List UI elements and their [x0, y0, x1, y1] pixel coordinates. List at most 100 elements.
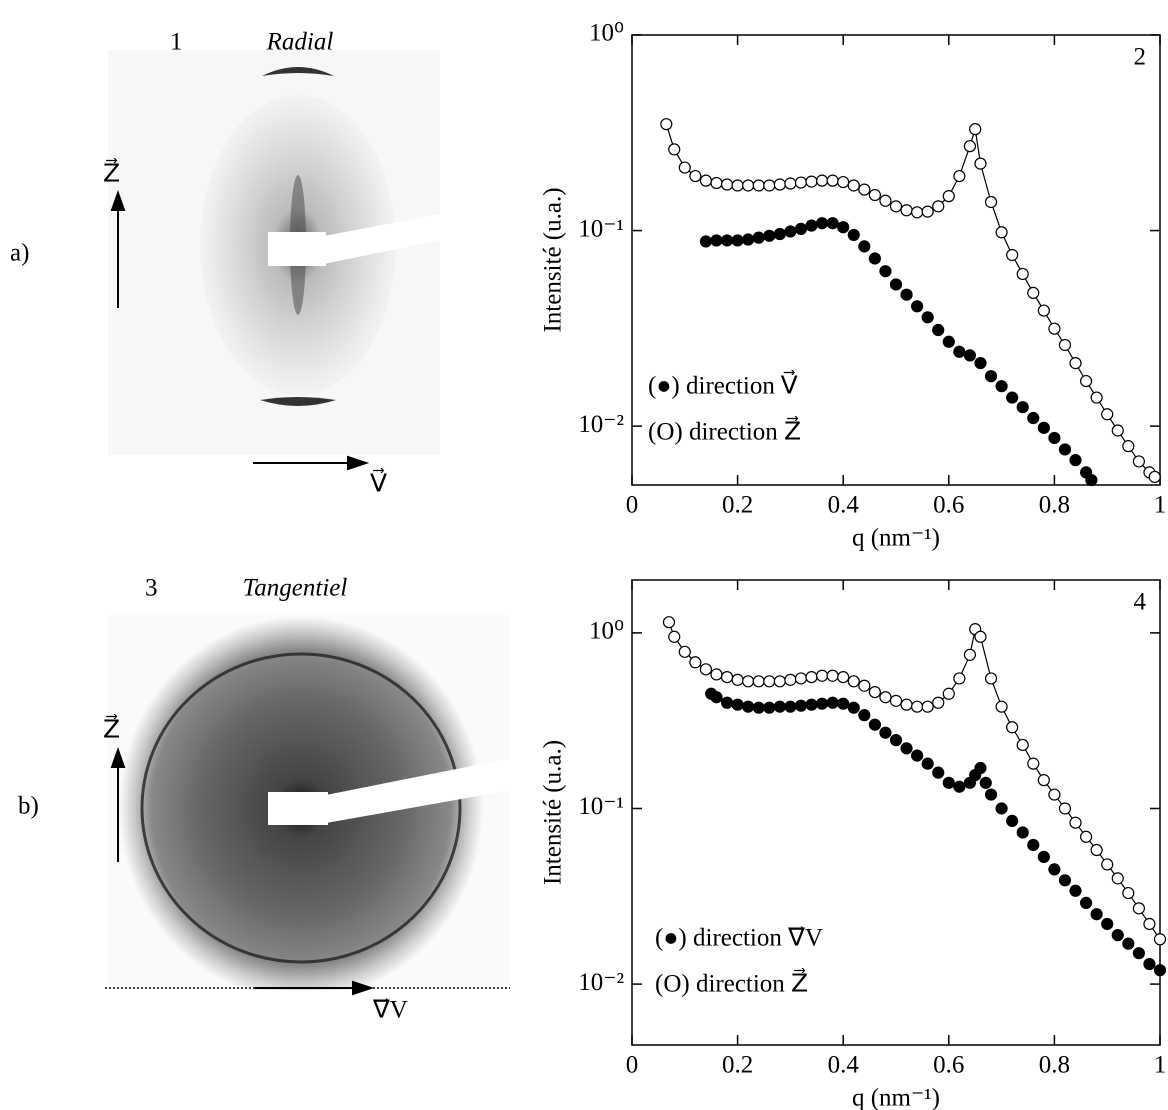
data-point [1006, 814, 1019, 827]
y-axis-label: Intensité (u.a.) [540, 187, 567, 332]
data-point [689, 169, 702, 183]
data-point [1058, 338, 1072, 352]
data-point [710, 234, 723, 247]
data-point [932, 323, 945, 337]
data-point [710, 668, 723, 681]
data-point [1048, 322, 1061, 335]
data-point [868, 252, 881, 265]
data-point [1058, 874, 1072, 887]
data-point [932, 200, 945, 213]
data-point [921, 205, 934, 218]
data-point [1132, 902, 1145, 915]
y-axis-label: Intensité (u.a.) [540, 740, 567, 885]
data-point [889, 694, 903, 707]
data-point [932, 696, 945, 709]
data-point [1079, 374, 1093, 388]
data-point [794, 222, 808, 235]
data-point [678, 645, 691, 658]
x-tick-label: 0.2 [722, 492, 753, 519]
data-point [837, 221, 850, 234]
data-point [752, 179, 765, 192]
data-point [974, 761, 987, 775]
data-point [699, 174, 713, 187]
y-tick-label: 10⁰ [589, 618, 624, 645]
data-point [720, 670, 734, 684]
data-point [1101, 858, 1114, 871]
data-point [974, 357, 987, 370]
data-point [911, 749, 924, 762]
image-number: 1 [170, 29, 183, 56]
data-point [731, 179, 744, 192]
data-point [815, 697, 829, 710]
data-point [752, 675, 765, 688]
data-point [689, 656, 702, 669]
x-tick-label: 0.8 [1039, 1052, 1070, 1079]
data-point [826, 669, 839, 682]
data-point [678, 161, 691, 174]
data-point [900, 742, 913, 755]
data-point [1153, 933, 1167, 946]
data-point [942, 776, 955, 789]
data-point [763, 701, 776, 714]
x-tick-label: 0.6 [933, 1052, 964, 1079]
data-point [911, 206, 924, 219]
data-point [879, 265, 892, 278]
y-tick-label: 10⁻¹ [578, 215, 624, 242]
panel-label: 4 [1134, 589, 1147, 616]
data-point [953, 780, 966, 793]
data-point [1048, 788, 1061, 801]
data-point [847, 179, 860, 192]
data-point [911, 700, 924, 713]
data-point [889, 734, 903, 747]
image-number: 3 [145, 575, 158, 602]
row-label: b) [18, 793, 39, 820]
data-point [984, 672, 998, 685]
plot-frame [631, 579, 1161, 1046]
data-point [720, 178, 734, 191]
data-point [900, 204, 913, 217]
legend-entry: (O) direction Z⃗ [648, 416, 801, 446]
data-point [847, 701, 860, 714]
data-point [742, 233, 755, 246]
data-point [1027, 411, 1040, 425]
data-point [826, 217, 839, 230]
data-point [1111, 424, 1124, 437]
data-point [752, 231, 765, 244]
data-point [763, 229, 776, 242]
data-point [815, 174, 829, 187]
data-point [879, 194, 892, 207]
data-point [742, 700, 755, 713]
data-point [858, 240, 871, 253]
data-point [1048, 431, 1061, 445]
data-point [942, 335, 955, 348]
data-point [847, 675, 860, 688]
data-point [699, 663, 713, 676]
data-point [805, 698, 818, 711]
data-point [773, 227, 786, 241]
data-point [858, 709, 871, 722]
data-point [1037, 421, 1050, 434]
data-point [1101, 917, 1114, 931]
plot-frame [631, 34, 1161, 486]
x-tick-label: 0 [626, 1052, 639, 1079]
data-point [784, 673, 797, 686]
row-label: a) [10, 240, 29, 267]
data-point [995, 380, 1008, 393]
vertical-label: Z⃗ [103, 158, 120, 188]
data-point [826, 696, 839, 709]
data-point [1079, 830, 1093, 843]
data-point [847, 228, 860, 242]
image-title: Radial [266, 29, 334, 56]
panel-label: 2 [1134, 44, 1147, 71]
data-point [742, 675, 755, 688]
data-point [963, 140, 977, 153]
legend-entry: (O) direction Z⃗ [655, 968, 808, 998]
data-point [932, 766, 945, 779]
data-point [1111, 872, 1124, 885]
y-tick-label: 10⁻¹ [578, 793, 624, 820]
data-point [1058, 443, 1072, 456]
x-tick-label: 0.8 [1039, 492, 1070, 519]
data-point [1143, 917, 1156, 931]
data-point [1132, 455, 1145, 468]
data-point [942, 687, 955, 700]
